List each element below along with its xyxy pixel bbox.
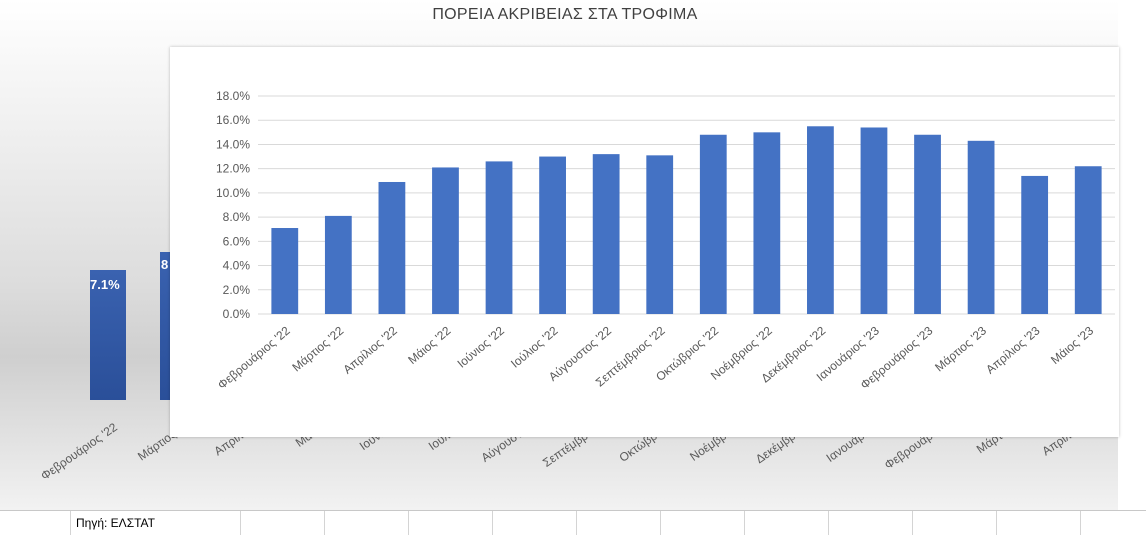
x-tick-label: Φεβρουάριος '22 (215, 323, 293, 392)
sheet-column-divider (912, 511, 913, 535)
y-tick-label: 6.0% (223, 234, 251, 248)
sheet-column-divider (70, 511, 71, 535)
y-tick-label: 0.0% (223, 307, 251, 321)
sheet-column-divider (996, 511, 997, 535)
sheet-column-divider (576, 511, 577, 535)
x-tick-label: Απρίλιος '23 (983, 323, 1043, 376)
x-tick-label: Μάρτιος '23 (932, 323, 989, 374)
y-tick-label: 10.0% (216, 186, 250, 200)
background-chart-title: ΠΟΡΕΙΑ ΑΚΡΙΒΕΙΑΣ ΣΤΑ ΤΡΟΦΙΜΑ (432, 6, 698, 23)
background-bar-label-mar22: 8 (161, 257, 169, 272)
bar (1074, 166, 1102, 314)
y-tick-label: 2.0% (223, 283, 251, 297)
bar (860, 127, 888, 314)
chart-svg: 0.0% 2.0% 4.0% 6.0% 8.0% 10.0% 12.0% 14.0% 16.0%… (215, 89, 1115, 392)
y-tick-label: 4.0% (223, 259, 251, 273)
x-tick-label: Απρίλιος '22 (340, 323, 400, 376)
bar (807, 126, 834, 315)
background-bar-mar22 (160, 252, 172, 400)
bar (432, 167, 459, 314)
y-tick-label: 12.0% (216, 162, 250, 176)
y-tick-label: 14.0% (216, 137, 250, 151)
bar (271, 228, 299, 314)
bar (699, 134, 727, 314)
x-tick-label: Ιούνιος '22 (455, 323, 508, 370)
x-tick-label: Ιούλιος '22 (508, 323, 561, 370)
background-bar-label-feb22: 7.1% (90, 277, 120, 292)
bar (378, 181, 406, 314)
sheet-column-divider (828, 511, 829, 535)
source-note: Πηγή: ΕΛΣΤΑΤ (76, 516, 156, 530)
bar (914, 134, 941, 314)
x-tick-label: Μάρτιος '22 (289, 323, 346, 374)
bar (539, 156, 566, 314)
sheet-column-divider (240, 511, 241, 535)
y-tick-label: 16.0% (216, 113, 250, 127)
sheet-column-divider (660, 511, 661, 535)
bar (485, 161, 513, 314)
bar (646, 155, 674, 314)
bar (753, 132, 781, 314)
food-inflation-chart: 0.0% 2.0% 4.0% 6.0% 8.0% 10.0% 12.0% 14.0% 16.0%… (170, 47, 1119, 437)
sheet-grid-right (1118, 0, 1146, 510)
bar (592, 154, 620, 314)
sheet-column-divider (492, 511, 493, 535)
sheet-column-divider (324, 511, 325, 535)
spreadsheet-grid (0, 510, 1146, 535)
sheet-column-divider (744, 511, 745, 535)
bar (1021, 175, 1049, 314)
bar (324, 215, 352, 314)
bar (967, 140, 995, 314)
x-tick-label: Μάιος '23 (1048, 323, 1096, 367)
sheet-column-divider (408, 511, 409, 535)
y-tick-label: 8.0% (223, 210, 251, 224)
background-bar-feb22 (90, 270, 126, 400)
x-tick-label: Μάιος '22 (405, 323, 453, 367)
y-tick-label: 18.0% (216, 89, 250, 103)
sheet-column-divider (1080, 511, 1081, 535)
